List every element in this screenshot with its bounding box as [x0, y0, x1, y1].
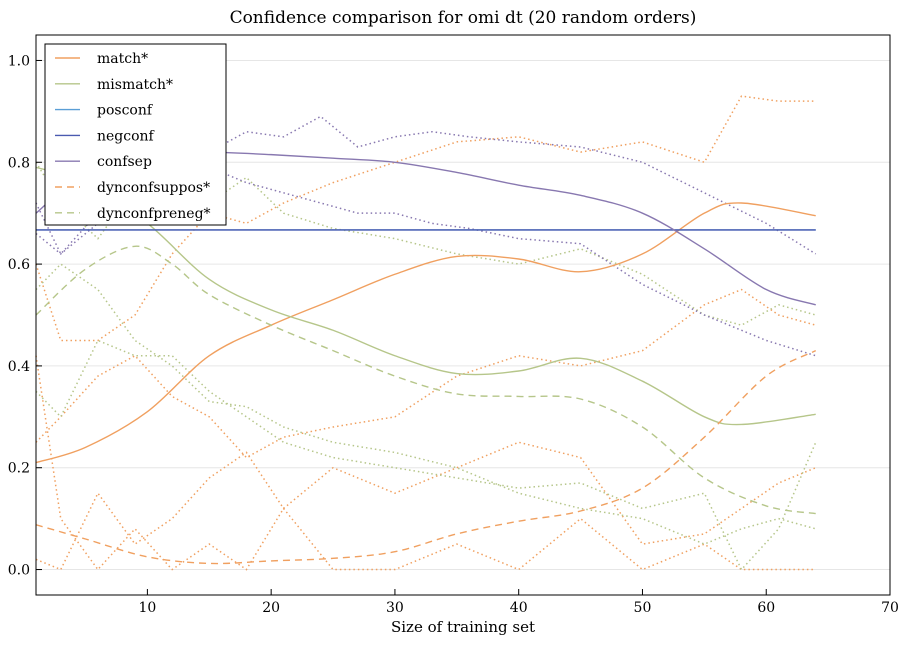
legend-label: dynconfsuppos* [97, 180, 210, 196]
series-line-dynconfpreneg [35, 245, 816, 515]
y-tick-label: 1.0 [8, 53, 30, 69]
y-tick-label: 0.8 [8, 155, 30, 171]
trial-dotted-line [35, 288, 816, 459]
y-tick-label: 0.0 [8, 563, 30, 579]
legend: match* mismatch* posconf negconf confsep dync… [44, 43, 227, 226]
y-tick-label: 0.6 [8, 257, 30, 273]
x-tick-label: 40 [510, 600, 528, 616]
x-tick-label: 20 [262, 600, 280, 616]
y-tick-label: 0.4 [8, 359, 30, 375]
x-tick-label: 10 [138, 600, 156, 616]
x-tick-label: 50 [634, 600, 652, 616]
trial-dotted-line [35, 95, 816, 342]
x-tick-label: 60 [757, 600, 775, 616]
trial-dotted-line [35, 115, 817, 256]
chart-title: Confidence comparison for omi dt (20 ran… [230, 8, 697, 28]
legend-box [44, 43, 227, 226]
legend-label: dynconfpreneg* [97, 206, 211, 222]
x-axis-label: Size of training set [391, 618, 535, 636]
series-line-match [35, 202, 816, 464]
x-tick-label: 70 [881, 600, 899, 616]
legend-label: confsep [97, 154, 152, 170]
legend-label: negconf [97, 128, 156, 144]
y-tick-label: 0.2 [8, 461, 30, 477]
x-tick-label: 30 [386, 600, 404, 616]
trial-dotted-line [35, 355, 816, 571]
trial-dotted-line [35, 263, 816, 545]
trial-dotted-line [35, 339, 817, 571]
series-line-dynconfsuppos [35, 350, 817, 565]
plot-frame [35, 34, 891, 596]
trial-dotted-line [35, 441, 817, 571]
legend-label: match* [97, 51, 148, 67]
legend-label: mismatch* [97, 77, 173, 93]
series-line-mismatch [35, 166, 816, 426]
legend-label: posconf [97, 103, 154, 119]
